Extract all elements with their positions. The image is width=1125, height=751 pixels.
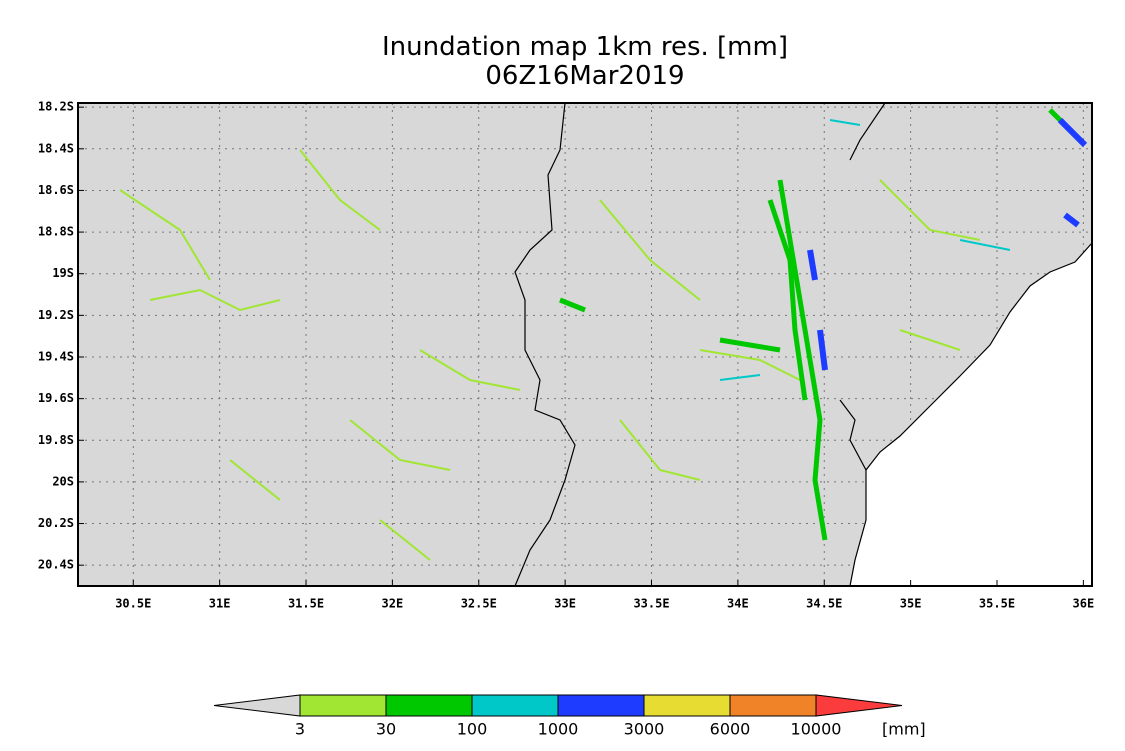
y-tick-label: 18.4S	[38, 141, 74, 155]
colorbar-upper-arrow	[815, 694, 903, 717]
border-zimbabwe	[514, 102, 576, 587]
x-tick-label: 34E	[727, 597, 749, 611]
colorbar-box	[299, 694, 387, 717]
y-tick-label: 19.8S	[38, 433, 74, 447]
y-tick-label: 19.2S	[38, 308, 74, 322]
colorbar-label: 30	[376, 720, 396, 739]
river-wetland	[559, 108, 1082, 541]
colorbar-box	[557, 694, 645, 717]
x-tick-label: 32.5E	[461, 597, 497, 611]
colorbar-box	[643, 694, 731, 717]
y-tick-label: 18.8S	[38, 225, 74, 239]
x-tick-label: 33E	[554, 597, 576, 611]
x-tick-label: 30.5E	[115, 597, 151, 611]
colorbar-label: 100	[457, 720, 488, 739]
colorbar-label: 3000	[624, 720, 665, 739]
river-cyan	[719, 119, 1011, 381]
colorbar-box	[471, 694, 559, 717]
colorbar-box	[729, 694, 817, 717]
coastline	[849, 242, 1093, 587]
x-tick-label: 35E	[900, 597, 922, 611]
map-subtitle: 06Z16Mar2019	[485, 61, 684, 91]
river-lines	[119, 149, 981, 561]
y-tick-label: 19.4S	[38, 349, 74, 363]
x-tick-label: 33.5E	[633, 597, 669, 611]
y-tick-label: 20.4S	[38, 558, 74, 572]
colorbar-label: 1000	[538, 720, 579, 739]
x-tick-label: 35.5E	[979, 597, 1015, 611]
river-deep	[807, 117, 1088, 371]
y-tick-label: 18.6S	[38, 183, 74, 197]
colorbar: 3 30 100 1000 3000 6000 10000 [mm]	[213, 694, 926, 739]
colorbar-label: 3	[295, 720, 305, 739]
colorbar-lower-arrow	[213, 694, 301, 717]
map-title: Inundation map 1km res. [mm]	[382, 32, 788, 62]
x-tick-label: 32E	[382, 597, 404, 611]
y-tick-label: 20.2S	[38, 516, 74, 530]
y-tick-label: 18.2S	[38, 100, 74, 114]
y-tick-label: 19.6S	[38, 391, 74, 405]
map-frame	[77, 102, 1093, 587]
x-tick-label: 36E	[1073, 597, 1095, 611]
x-tick-label: 31.5E	[288, 597, 324, 611]
border-malawi	[839, 102, 886, 471]
colorbar-unit: [mm]	[882, 720, 926, 739]
x-tick-label: 34.5E	[806, 597, 842, 611]
rivers	[119, 108, 1088, 561]
sea	[850, 243, 1092, 586]
y-tick-label: 20S	[52, 474, 74, 488]
x-tick-label: 31E	[209, 597, 231, 611]
colorbar-label: 10000	[791, 720, 842, 739]
colorbar-label: 6000	[710, 720, 751, 739]
colorbar-box	[385, 694, 473, 717]
y-tick-label: 19S	[52, 266, 74, 280]
grid	[78, 103, 1092, 586]
